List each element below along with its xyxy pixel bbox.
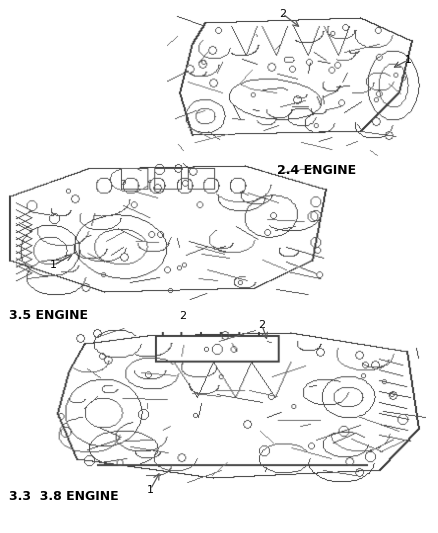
Text: 2.4 ENGINE: 2.4 ENGINE	[277, 164, 356, 176]
Text: 2: 2	[179, 311, 186, 321]
Text: 2: 2	[279, 9, 286, 19]
Text: 3.5 ENGINE: 3.5 ENGINE	[9, 309, 88, 322]
Text: 2: 2	[258, 320, 265, 330]
Text: 1: 1	[50, 260, 57, 270]
Text: 3.3  3.8 ENGINE: 3.3 3.8 ENGINE	[9, 490, 118, 503]
Text: 1: 1	[147, 484, 154, 495]
Text: 1: 1	[404, 55, 411, 65]
